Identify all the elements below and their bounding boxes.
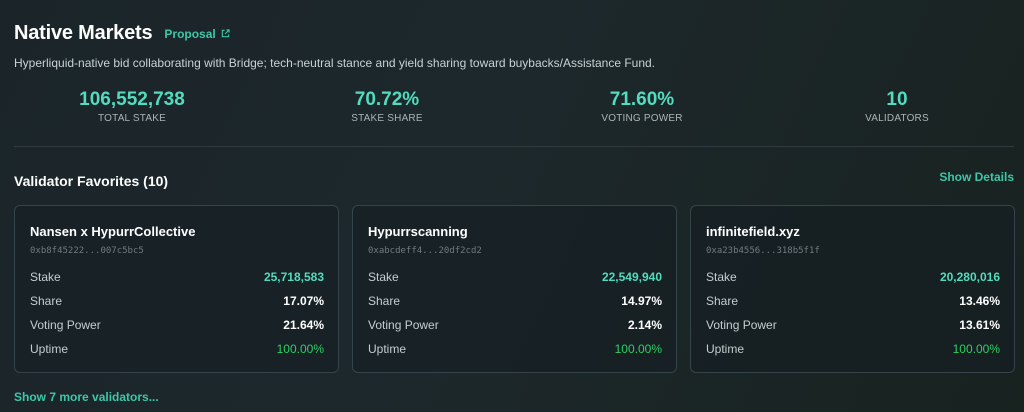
- validator-card[interactable]: Hypurrscanning 0xabcdeff4...20df2cd2 Sta…: [352, 205, 677, 373]
- stat-value: 10: [886, 89, 908, 110]
- row-label: Voting Power: [368, 318, 439, 332]
- row-label: Voting Power: [706, 318, 777, 332]
- share-row: Share 14.97%: [368, 294, 662, 308]
- validator-address: 0xa23b4556...318b5f1f: [706, 246, 820, 256]
- stat-label: STAKE SHARE: [351, 113, 423, 124]
- stake-row: Stake 20,280,016: [706, 270, 1000, 284]
- validator-name: Nansen x HypurrCollective: [30, 224, 196, 239]
- uptime-value: 100.00%: [614, 342, 662, 356]
- stake-row: Stake 22,549,940: [368, 270, 662, 284]
- validator-address: 0xb8f45222...007c5bc5: [30, 246, 144, 256]
- stat-value: 70.72%: [354, 89, 420, 110]
- section-divider: [14, 146, 1014, 147]
- voting-power-row: Voting Power 2.14%: [368, 318, 662, 332]
- voting-power-value: 13.61%: [959, 318, 1000, 332]
- stat-label: VALIDATORS: [865, 113, 929, 124]
- stake-row: Stake 25,718,583: [30, 270, 324, 284]
- voting-power-row: Voting Power 21.64%: [30, 318, 324, 332]
- share-row: Share 13.46%: [706, 294, 1000, 308]
- validator-card[interactable]: infinitefield.xyz 0xa23b4556...318b5f1f …: [690, 205, 1015, 373]
- row-label: Uptime: [706, 342, 745, 356]
- uptime-row: Uptime 100.00%: [706, 342, 1000, 356]
- stat-label: TOTAL STAKE: [98, 113, 166, 124]
- row-label: Uptime: [30, 342, 69, 356]
- share-row: Share 17.07%: [30, 294, 324, 308]
- proposal-link-label[interactable]: Proposal: [164, 26, 216, 41]
- validator-address: 0xabcdeff4...20df2cd2: [368, 246, 482, 256]
- stat-value: 71.60%: [609, 89, 675, 110]
- uptime-value: 100.00%: [952, 342, 1000, 356]
- stat-total-stake: 106,552,738 TOTAL STAKE: [22, 89, 242, 124]
- show-more-validators-link[interactable]: Show 7 more validators...: [14, 390, 159, 404]
- row-label: Share: [30, 294, 63, 308]
- row-label: Stake: [706, 270, 737, 284]
- validator-name: Hypurrscanning: [368, 224, 468, 239]
- share-value: 17.07%: [283, 294, 324, 308]
- external-link-icon[interactable]: [221, 29, 230, 38]
- proposal-link[interactable]: Proposal: [164, 26, 230, 41]
- share-value: 13.46%: [959, 294, 1000, 308]
- show-details-link[interactable]: Show Details: [939, 170, 1014, 184]
- row-label: Stake: [30, 270, 61, 284]
- page-description: Hyperliquid-native bid collaborating wit…: [14, 56, 656, 70]
- row-label: Share: [368, 294, 401, 308]
- stake-value: 25,718,583: [263, 270, 324, 284]
- share-value: 14.97%: [621, 294, 662, 308]
- row-label: Share: [706, 294, 739, 308]
- row-label: Uptime: [368, 342, 407, 356]
- row-label: Stake: [368, 270, 399, 284]
- voting-power-value: 2.14%: [627, 318, 662, 332]
- uptime-row: Uptime 100.00%: [368, 342, 662, 356]
- stake-value: 22,549,940: [601, 270, 662, 284]
- page-title: Native Markets: [14, 22, 153, 44]
- validator-name: infinitefield.xyz: [706, 224, 800, 239]
- stat-voting-power: 71.60% VOTING POWER: [532, 89, 752, 124]
- validator-favorites-title: Validator Favorites (10): [14, 173, 169, 189]
- stat-value: 106,552,738: [79, 89, 185, 110]
- stat-stake-share: 70.72% STAKE SHARE: [277, 89, 497, 124]
- stat-label: VOTING POWER: [601, 113, 683, 124]
- uptime-value: 100.00%: [276, 342, 324, 356]
- page-header: Native Markets Proposal: [14, 22, 230, 45]
- row-label: Voting Power: [30, 318, 101, 332]
- voting-power-row: Voting Power 13.61%: [706, 318, 1000, 332]
- voting-power-value: 21.64%: [283, 318, 324, 332]
- stake-value: 20,280,016: [939, 270, 1000, 284]
- validator-card[interactable]: Nansen x HypurrCollective 0xb8f45222...0…: [14, 205, 339, 373]
- stat-validators: 10 VALIDATORS: [787, 89, 1007, 124]
- stats-row: 106,552,738 TOTAL STAKE 70.72% STAKE SHA…: [0, 89, 1024, 129]
- uptime-row: Uptime 100.00%: [30, 342, 324, 356]
